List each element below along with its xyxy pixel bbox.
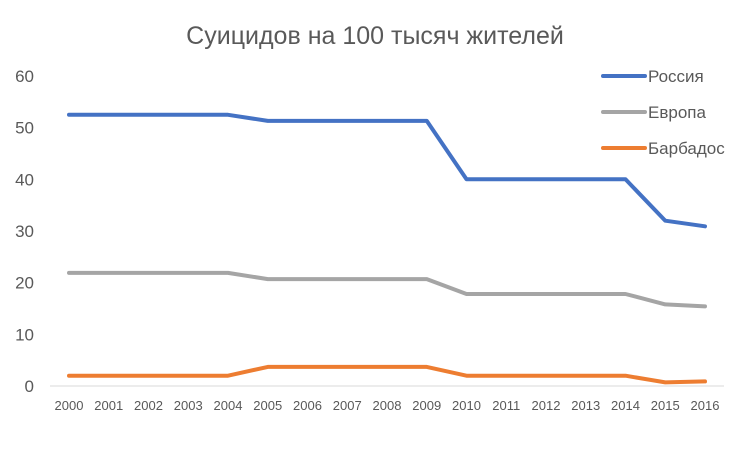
legend-label: Барбадос — [648, 139, 725, 158]
x-tick-label: 2015 — [651, 398, 680, 413]
legend-label: Европа — [648, 103, 706, 122]
y-tick-label: 10 — [15, 325, 34, 344]
legend: Россия Европа Барбадос — [601, 67, 725, 158]
x-tick-label: 2004 — [214, 398, 243, 413]
y-tick-label: 30 — [15, 222, 34, 241]
x-tick-label: 2014 — [611, 398, 640, 413]
series-line-1 — [67, 112, 707, 229]
x-tick-label: 2012 — [532, 398, 561, 413]
y-tick-label: 20 — [15, 274, 34, 293]
x-tick-label: 2013 — [571, 398, 600, 413]
x-tick-label: 2006 — [293, 398, 322, 413]
chart-title: Суицидов на 100 тысяч жителей — [186, 22, 564, 50]
y-tick-label: 50 — [15, 119, 34, 138]
x-tick-label: 2011 — [492, 398, 520, 413]
x-tick-label: 2005 — [253, 398, 282, 413]
x-tick-label: 2009 — [412, 398, 441, 413]
series-line-2 — [67, 270, 707, 309]
x-axis-ticks: 2000 2001 2002 2003 2004 2005 2006 2007 2008 2009… — [55, 398, 720, 413]
series-line-3 — [67, 364, 707, 385]
x-tick-label: 2002 — [134, 398, 163, 413]
y-axis-ticks: 0 10 20 30 40 50 60 — [15, 67, 34, 396]
x-tick-label: 2001 — [94, 398, 123, 413]
y-tick-label: 0 — [25, 377, 34, 396]
y-tick-label: 40 — [15, 170, 34, 189]
x-tick-label: 2000 — [55, 398, 84, 413]
legend-label: Россия — [648, 67, 704, 86]
x-tick-label: 2008 — [373, 398, 402, 413]
x-tick-label: 2010 — [452, 398, 481, 413]
y-tick-label: 60 — [15, 67, 34, 86]
series-group — [67, 112, 707, 385]
x-tick-label: 2007 — [333, 398, 362, 413]
x-tick-label: 2003 — [174, 398, 203, 413]
x-tick-label: 2016 — [691, 398, 720, 413]
